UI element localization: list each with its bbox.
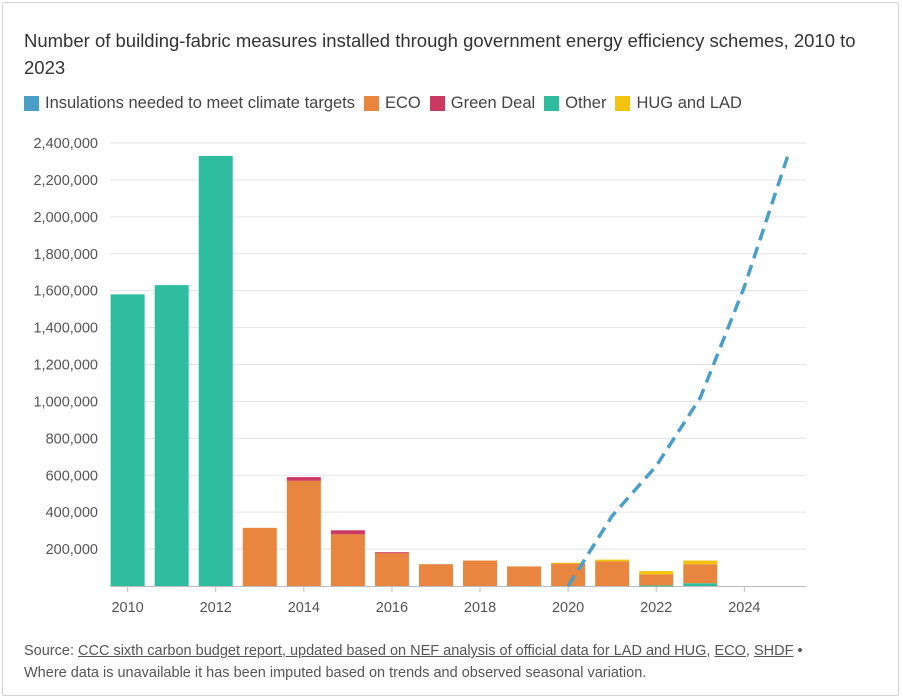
y-tick-label: 1,400,000 xyxy=(33,321,98,337)
x-tick-label: 2018 xyxy=(464,600,496,616)
bar-eco-2023 xyxy=(683,564,718,584)
y-tick-label: 1,200,000 xyxy=(33,358,98,374)
legend-label: Other xyxy=(565,94,607,112)
chart-title: Number of building-fabric measures insta… xyxy=(24,30,856,78)
x-tick-label: 2016 xyxy=(376,600,408,616)
legend-item-green-deal[interactable]: Green Deal xyxy=(429,94,536,113)
y-tick-label: 1,800,000 xyxy=(33,247,98,263)
y-tick-label: 800,000 xyxy=(46,431,98,447)
legend-item-eco[interactable]: ECO xyxy=(364,94,421,113)
bar-eco-2014 xyxy=(286,480,321,586)
y-tick-label: 2,000,000 xyxy=(33,210,98,226)
x-tick-label: 2010 xyxy=(111,600,143,616)
source-prefix: Source: xyxy=(24,643,78,659)
legend-label: Green Deal xyxy=(450,94,536,112)
bar-eco-2019 xyxy=(507,566,542,586)
bar-other-2011 xyxy=(154,285,189,586)
bar-eco-2015 xyxy=(330,534,365,586)
bar-eco-2022 xyxy=(639,574,674,586)
legend-item-hug-lad[interactable]: HUG and LAD xyxy=(615,94,742,113)
x-tick-label: 2012 xyxy=(200,600,232,616)
source-suffix: • xyxy=(793,643,803,659)
bar-hug-and-lad-2021 xyxy=(595,559,630,562)
legend-label: Insulations needed to meet climate targe… xyxy=(45,94,356,112)
y-tick-label: 600,000 xyxy=(46,468,98,484)
bar-green-deal-2015 xyxy=(330,530,365,535)
legend-item-target-line[interactable]: Insulations needed to meet climate targe… xyxy=(24,94,355,113)
bar-other-2010 xyxy=(110,294,145,586)
x-tick-label: 2024 xyxy=(728,600,760,616)
source-note: Source: CCC sixth carbon budget report, … xyxy=(24,640,884,684)
y-tick-label: 1,000,000 xyxy=(33,394,98,410)
bar-eco-2020 xyxy=(551,563,586,586)
bar-green-deal-2016 xyxy=(374,552,409,554)
source-link-eco[interactable]: ECO xyxy=(714,643,746,659)
source-separator: , xyxy=(706,643,715,659)
legend-swatch xyxy=(429,96,445,111)
bar-hug-and-lad-2020 xyxy=(551,562,586,564)
y-tick-label: 1,600,000 xyxy=(33,284,98,300)
legend-swatch xyxy=(364,96,380,111)
legend-swatch xyxy=(544,96,560,111)
legend: Insulations needed to meet climate targe… xyxy=(24,94,751,113)
bar-eco-2021 xyxy=(595,561,630,586)
y-tick-label: 400,000 xyxy=(46,505,98,521)
y-tick-label: 2,200,000 xyxy=(33,173,98,189)
bar-eco-2017 xyxy=(418,564,453,586)
source-separator: , xyxy=(745,643,754,659)
bar-other-2012 xyxy=(198,155,233,586)
x-tick-label: 2020 xyxy=(552,600,584,616)
y-tick-label: 200,000 xyxy=(46,542,98,558)
x-tick-label: 2022 xyxy=(640,600,672,616)
bar-hug-and-lad-2023 xyxy=(683,560,718,565)
y-tick-label: 2,400,000 xyxy=(33,136,98,152)
source-imputation-note: Where data is unavailable it has been im… xyxy=(24,665,647,681)
legend-label: HUG and LAD xyxy=(636,94,742,112)
bar-green-deal-2014 xyxy=(286,477,321,481)
bar-other-2023 xyxy=(683,583,718,586)
bar-eco-2018 xyxy=(463,560,498,586)
x-tick-label: 2014 xyxy=(288,600,320,616)
bar-other-2022 xyxy=(639,585,674,587)
source-link-ccc[interactable]: CCC sixth carbon budget report, updated … xyxy=(78,643,707,659)
legend-item-other[interactable]: Other xyxy=(544,94,606,113)
bar-eco-2016 xyxy=(374,552,409,586)
legend-swatch xyxy=(24,96,39,111)
target-line-insulations-needed xyxy=(566,153,791,587)
legend-label: ECO xyxy=(385,94,421,112)
bar-hug-and-lad-2022 xyxy=(639,571,674,575)
legend-swatch xyxy=(615,96,631,111)
source-link-shdf[interactable]: SHDF xyxy=(753,643,794,659)
bar-eco-2013 xyxy=(242,527,277,586)
